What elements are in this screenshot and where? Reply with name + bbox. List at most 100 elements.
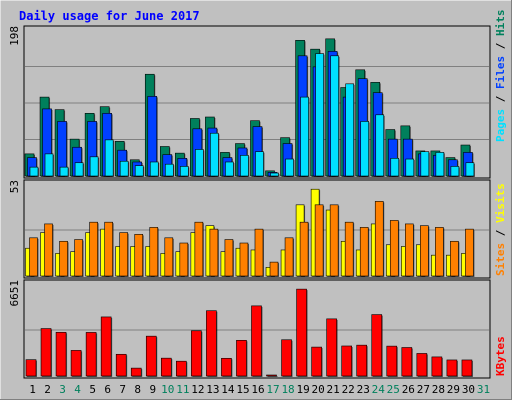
bar-sites-day-20 — [314, 204, 324, 277]
bar-kbytes-day-25 — [386, 345, 398, 377]
x-axis: 1 2 3 4 5 6 7 8 9 10 11 12 13 14 15 16 17 18 19 20 21 22 23 24 2… — [29, 383, 490, 396]
bar-pages-day-29 — [450, 166, 460, 177]
bar-pages-day-15 — [240, 155, 249, 177]
bar-sites-day-29 — [450, 240, 459, 277]
x-tick-label-day-29: 29 — [447, 383, 460, 396]
bar-sites-day-24 — [374, 201, 384, 277]
bar-sites-day-13 — [209, 228, 219, 277]
bar-kbytes-day-19 — [296, 288, 307, 377]
bar-pages-day-23 — [360, 121, 370, 177]
x-tick-label-day-27: 27 — [417, 383, 430, 396]
bar-pages-day-13 — [210, 132, 219, 177]
x-tick-label-day-3: 3 — [59, 383, 66, 396]
bar-kbytes-day-9 — [145, 335, 157, 377]
bar-sites-day-2 — [44, 223, 53, 277]
bar-pages-day-24 — [375, 114, 385, 177]
x-tick-label-day-28: 28 — [432, 383, 445, 396]
legend-visits: Sites / Visits — [494, 183, 507, 276]
x-tick-label-day-23: 23 — [357, 383, 370, 396]
x-tick-label-day-21: 21 — [327, 383, 340, 396]
x-tick-label-day-16: 16 — [251, 383, 264, 396]
x-tick-label-day-13: 13 — [206, 383, 219, 396]
bar-kbytes-day-10 — [160, 357, 172, 377]
x-tick-label-day-7: 7 — [119, 383, 126, 396]
bar-kbytes-day-15 — [236, 340, 247, 377]
legend-item-visits: Visits — [494, 183, 507, 223]
bar-pages-day-1 — [29, 166, 39, 177]
bar-sites-day-18 — [284, 237, 294, 277]
bar-kbytes-day-29 — [446, 359, 458, 377]
bar-sites-day-5 — [89, 221, 98, 277]
bar-pages-day-17 — [270, 172, 279, 177]
x-tick-label-day-31: 31 — [477, 383, 490, 396]
bar-sites-day-21 — [329, 204, 339, 277]
bar-kbytes-day-2 — [40, 328, 52, 377]
bar-sites-day-28 — [435, 227, 444, 277]
x-tick-label-day-30: 30 — [462, 383, 475, 396]
bar-sites-day-6 — [104, 221, 113, 277]
x-tick-label-day-18: 18 — [281, 383, 294, 396]
bar-pages-day-8 — [134, 165, 144, 177]
x-tick-label-day-8: 8 — [134, 383, 141, 396]
bar-sites-day-22 — [344, 221, 354, 277]
bar-kbytes-day-14 — [221, 357, 232, 377]
bar-kbytes-day-7 — [115, 353, 127, 377]
bar-kbytes-day-1 — [25, 359, 37, 377]
bar-kbytes-day-28 — [431, 356, 443, 377]
bar-pages-day-10 — [164, 163, 174, 177]
x-tick-label-day-22: 22 — [342, 383, 355, 396]
bar-sites-day-4 — [74, 239, 83, 277]
bar-pages-day-20 — [315, 53, 324, 177]
bar-kbytes-day-17-shadow — [267, 376, 278, 377]
x-tick-label-day-1: 1 — [29, 383, 36, 396]
bar-pages-day-16 — [255, 151, 264, 177]
panel-frame-kbytes — [23, 279, 491, 379]
bar-sites-day-17 — [269, 261, 279, 277]
x-tick-label-day-5: 5 — [89, 383, 96, 396]
y-max-label-visits: 53 — [8, 180, 21, 193]
bar-pages-day-18 — [285, 158, 294, 177]
bar-sites-day-12 — [194, 221, 204, 277]
bar-pages-day-2 — [44, 153, 54, 177]
panel-frame-hits — [23, 25, 491, 179]
x-tick-label-day-4: 4 — [74, 383, 81, 396]
chart-title: Daily usage for June 2017 — [19, 9, 200, 23]
bar-sites-day-3 — [59, 240, 68, 277]
x-tick-label-day-20: 20 — [312, 383, 325, 396]
legend-separator: / — [494, 89, 507, 109]
y-max-label-hits: 198 — [8, 26, 21, 46]
bar-sites-day-25 — [389, 220, 399, 277]
legend-item-kbytes: KBytes — [494, 336, 507, 376]
bar-pages-day-3 — [59, 166, 69, 177]
bar-pages-day-22 — [345, 83, 354, 177]
panel-frame-visits — [23, 179, 491, 279]
legend-kbytes: KBytes — [494, 336, 507, 376]
legend-item-hits: Hits — [494, 10, 507, 37]
x-tick-label-day-25: 25 — [387, 383, 400, 396]
legend-hits: Pages / Files / Hits — [494, 10, 507, 143]
x-tick-label-day-9: 9 — [149, 383, 156, 396]
x-tick-label-day-15: 15 — [236, 383, 249, 396]
bar-pages-day-27 — [420, 151, 430, 177]
x-tick-label-day-11: 11 — [176, 383, 189, 396]
bar-kbytes-day-17 — [266, 374, 277, 377]
bar-kbytes-day-20 — [311, 346, 322, 377]
bar-kbytes-day-24 — [371, 314, 383, 377]
bar-sites-day-15 — [239, 242, 249, 277]
bar-sites-day-7 — [119, 232, 128, 277]
bar-pages-day-28 — [435, 152, 445, 177]
bar-sites-day-23 — [359, 227, 369, 277]
bar-sites-day-1 — [29, 237, 38, 277]
bar-pages-day-9 — [149, 161, 159, 177]
bar-pages-day-4 — [74, 162, 84, 177]
bar-sites-day-8 — [134, 234, 144, 277]
bar-kbytes-day-27 — [416, 353, 428, 377]
bar-pages-day-14 — [225, 161, 234, 177]
bar-kbytes-day-6 — [100, 316, 112, 377]
bar-kbytes-day-30 — [461, 359, 473, 377]
bar-kbytes-day-3 — [55, 331, 67, 377]
bar-pages-day-5 — [89, 156, 99, 177]
x-tick-label-day-12: 12 — [191, 383, 204, 396]
bar-sites-day-11 — [179, 242, 189, 277]
